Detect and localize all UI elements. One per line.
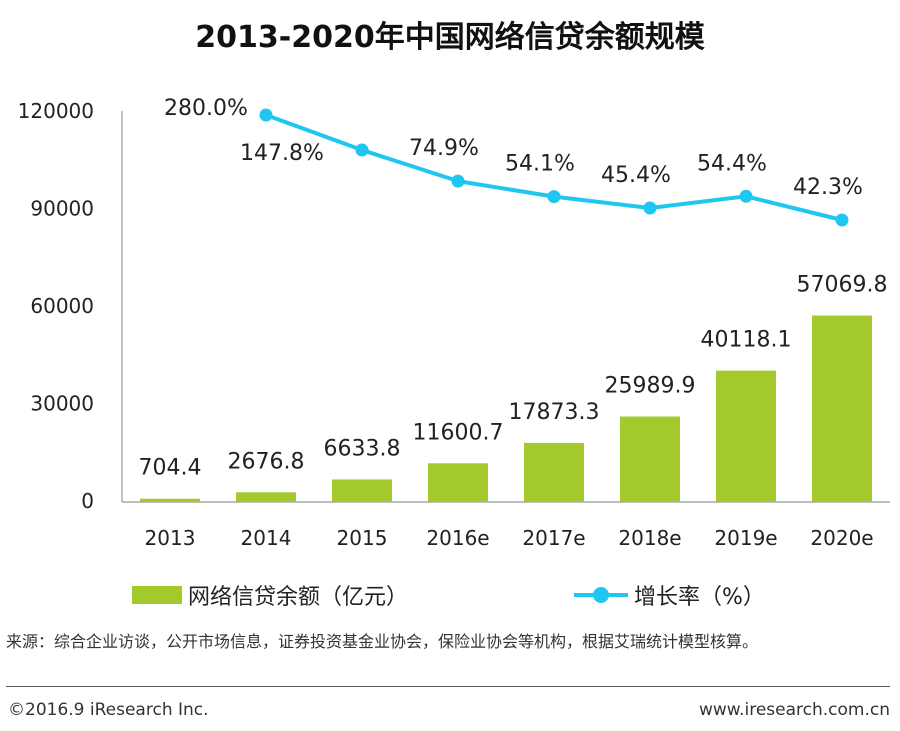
x-tick-label: 2017e bbox=[522, 526, 585, 550]
bar-value-label: 57069.8 bbox=[797, 273, 888, 298]
y-tick-label: 120000 bbox=[18, 99, 94, 123]
growth-point bbox=[739, 189, 753, 203]
footer-divider bbox=[6, 686, 890, 687]
x-tick-label: 2019e bbox=[714, 526, 777, 550]
y-tick-label: 90000 bbox=[30, 197, 94, 221]
legend-line-swatch bbox=[574, 587, 628, 603]
bar-value-label: 11600.7 bbox=[413, 420, 504, 445]
source-note: 来源：综合企业访谈，公开市场信息，证券投资基金业协会，保险业协会等机构，根据艾瑞… bbox=[6, 632, 759, 651]
legend-item-growth: 增长率（%） bbox=[574, 579, 765, 611]
legend-bar-label: 网络信贷余额（亿元） bbox=[188, 585, 409, 610]
bar bbox=[620, 416, 680, 502]
legend-line-label: 增长率（%） bbox=[634, 585, 765, 610]
bar bbox=[812, 315, 872, 502]
bar bbox=[524, 442, 584, 502]
bar-value-label: 40118.1 bbox=[701, 328, 792, 353]
x-tick-label: 2018e bbox=[618, 526, 681, 550]
growth-value-label: 280.0% bbox=[164, 96, 248, 121]
y-tick-label: 30000 bbox=[30, 392, 94, 416]
chart-title: 2013-2020年中国网络信贷余额规模 bbox=[195, 20, 705, 55]
growth-point bbox=[643, 201, 657, 215]
growth-point bbox=[547, 190, 561, 204]
growth-value-label: 54.4% bbox=[697, 151, 767, 176]
chart-legend: 网络信贷余额（亿元） 增长率（%） bbox=[0, 577, 900, 611]
bar bbox=[332, 479, 392, 502]
bar-value-label: 2676.8 bbox=[228, 449, 305, 474]
growth-value-label: 42.3% bbox=[793, 175, 863, 200]
x-tick-label: 2016e bbox=[426, 526, 489, 550]
growth-value-label: 54.1% bbox=[505, 152, 575, 177]
growth-point bbox=[259, 108, 273, 122]
bar-value-label: 25989.9 bbox=[605, 374, 696, 399]
y-tick-label: 0 bbox=[81, 489, 94, 513]
y-tick-label: 60000 bbox=[30, 294, 94, 318]
growth-point bbox=[835, 213, 849, 227]
website-link[interactable]: www.iresearch.com.cn bbox=[698, 700, 890, 720]
growth-value-label: 147.8% bbox=[240, 141, 324, 166]
x-tick-label: 2020e bbox=[810, 526, 873, 550]
chart-plot: 0 30000 60000 90000 120000 2013 2014 2015 2016e 2… bbox=[18, 96, 890, 550]
bar bbox=[236, 492, 296, 502]
legend-bar-swatch bbox=[132, 586, 182, 604]
x-tick-label: 2013 bbox=[145, 526, 196, 550]
bar bbox=[428, 463, 488, 502]
growth-value-label: 74.9% bbox=[409, 136, 479, 161]
bar-value-label: 17873.3 bbox=[509, 400, 600, 425]
bar bbox=[716, 370, 776, 502]
bar bbox=[140, 498, 200, 502]
legend-item-balance: 网络信贷余额（亿元） bbox=[132, 579, 408, 611]
copyright-text: ©2016.9 iResearch Inc. bbox=[8, 700, 209, 720]
x-tick-label: 2014 bbox=[241, 526, 292, 550]
growth-point bbox=[451, 174, 465, 188]
bar-value-label: 704.4 bbox=[139, 456, 202, 481]
growth-value-label: 45.4% bbox=[601, 163, 671, 188]
growth-point bbox=[355, 143, 369, 157]
bar-value-label: 6633.8 bbox=[324, 436, 401, 461]
x-tick-label: 2015 bbox=[337, 526, 388, 550]
